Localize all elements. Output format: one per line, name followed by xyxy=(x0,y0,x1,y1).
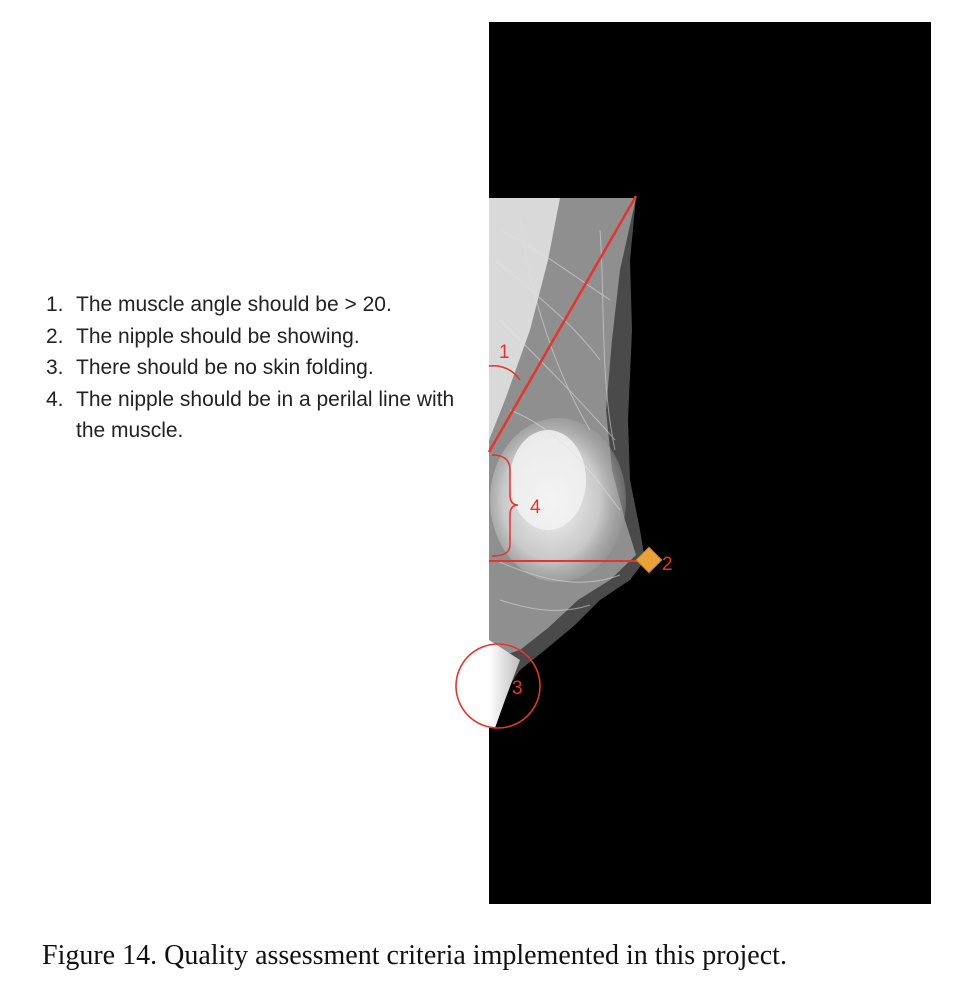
breast-tissue xyxy=(489,198,645,728)
criterion-text: There should be no skin folding. xyxy=(76,356,374,379)
figure-caption: Figure 14. Quality assessment criteria i… xyxy=(42,940,787,971)
criterion-text: The muscle angle should be > 20. xyxy=(76,293,392,316)
criteria-list: 1. The muscle angle should be > 20. 2. The… xyxy=(46,289,476,447)
criterion-number: 3. xyxy=(46,356,64,379)
annotation-label-4: 4 xyxy=(530,497,541,518)
criterion-number: 1. xyxy=(46,293,64,316)
annotation-label-2: 2 xyxy=(662,554,673,575)
criterion-text: The nipple should be in a perilal line w… xyxy=(76,387,455,443)
distance-brace xyxy=(491,454,519,557)
criterion-item: 2. The nipple should be showing. xyxy=(46,321,476,353)
annotation-label-3: 3 xyxy=(512,678,523,699)
nipple-marker xyxy=(635,546,663,574)
criterion-item: 1. The muscle angle should be > 20. xyxy=(46,289,476,321)
criterion-number: 2. xyxy=(46,324,64,348)
criterion-number: 4. xyxy=(46,387,64,411)
annotation-label-1: 1 xyxy=(499,342,510,363)
skin-fold-circle xyxy=(455,643,541,729)
criterion-text: The nipple should be showing. xyxy=(76,324,360,348)
muscle-angle-arc xyxy=(488,364,521,381)
criterion-item: 3. There should be no skin folding. xyxy=(46,352,476,384)
criterion-item: 4. The nipple should be in a perilal line… xyxy=(46,384,476,447)
pectoral-muscle-line xyxy=(487,195,638,453)
